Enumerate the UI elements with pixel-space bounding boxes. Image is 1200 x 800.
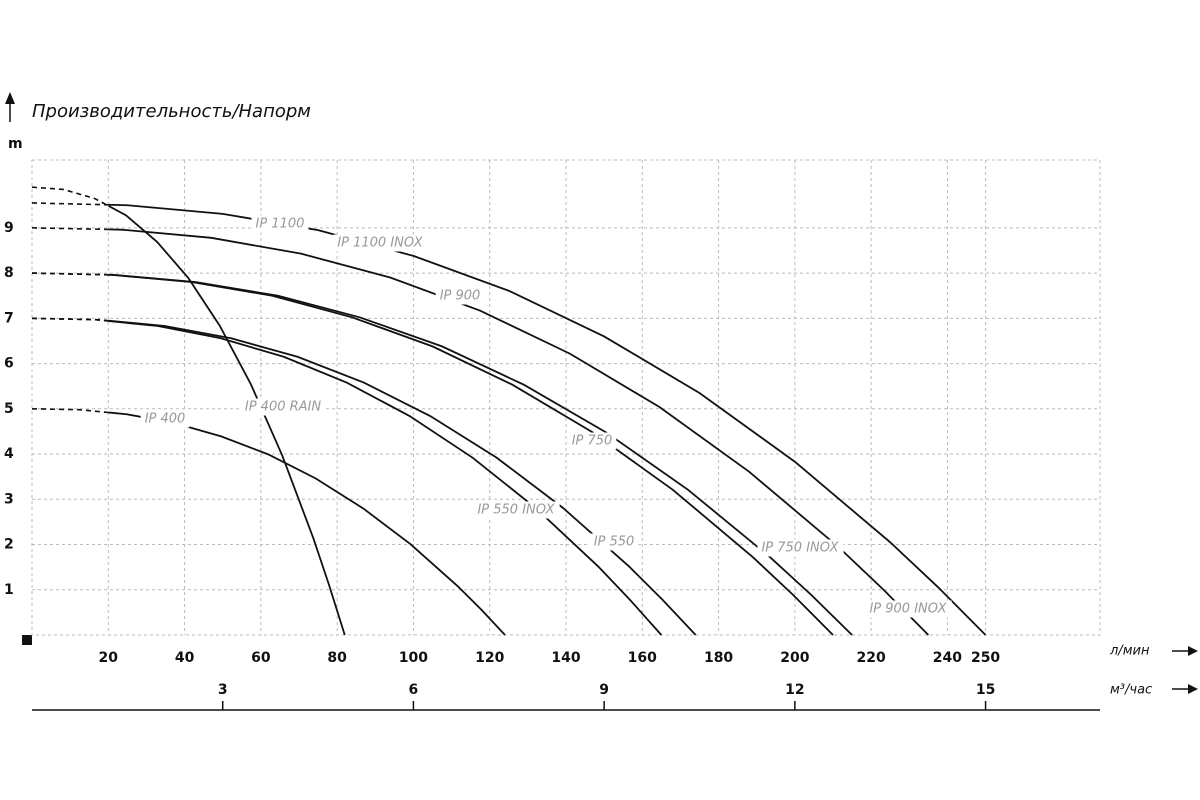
y-tick-label: 3 (4, 491, 14, 507)
series-line-dashed (31, 186, 109, 207)
series-line (108, 319, 697, 636)
series-line (108, 204, 346, 636)
y-tick-label: 4 (4, 446, 14, 462)
y-tick-label: 6 (4, 356, 14, 372)
y-tick-label: 1 (4, 582, 14, 598)
series-line-dashed (31, 408, 109, 414)
label-background (435, 287, 485, 305)
series-line (108, 203, 987, 636)
label-background (251, 215, 309, 233)
label-background (589, 533, 639, 551)
annotation: IP 900 INOX (869, 602, 947, 617)
x-tick-label: 100 (399, 650, 428, 666)
series-label: IP 1100 (256, 217, 305, 232)
series-label: IP 750 INOX (761, 541, 839, 556)
series-label: IP 400 RAIN (245, 400, 322, 415)
y-tick-label: 7 (4, 310, 14, 326)
origin-marker (22, 635, 32, 645)
x2-tick-label: 6 (409, 682, 419, 698)
y-tick-label: 2 (4, 537, 14, 553)
x-tick-label: 240 (933, 650, 962, 666)
label-background (567, 432, 617, 450)
series-label: IP 550 (594, 535, 635, 550)
series-label: IP 400 (145, 412, 186, 427)
chart-title: Производительность/Напорм (32, 101, 311, 122)
label-background (140, 410, 190, 428)
label-background (333, 234, 428, 252)
annotation: IP 900 (440, 289, 481, 304)
x-axis-label: л/мин (1109, 644, 1150, 659)
series-line (108, 228, 929, 636)
series-line (108, 320, 663, 636)
label-background (473, 501, 560, 519)
x-tick-label: 80 (327, 650, 347, 666)
x-tick-label: 250 (971, 650, 1000, 666)
series-label: IP 750 (572, 434, 613, 449)
x-tick-label: 140 (551, 650, 580, 666)
x-tick-label: 180 (704, 650, 733, 666)
x2-tick-label: 15 (976, 682, 995, 698)
y-tick-label: 8 (4, 265, 14, 281)
label-background (240, 398, 326, 416)
x2-axis-arrowhead (1188, 684, 1198, 694)
x-tick-label: 220 (857, 650, 886, 666)
series-line (108, 273, 834, 636)
x2-axis-label: м³/час (1110, 683, 1152, 698)
x2-tick-label: 3 (218, 682, 228, 698)
series-line (108, 411, 506, 636)
series-label: IP 550 INOX (477, 503, 555, 518)
x-tick-label: 120 (475, 650, 504, 666)
series-label: IP 1100 INOX (337, 236, 423, 251)
x-tick-label: 40 (175, 650, 195, 666)
label-background (757, 539, 844, 557)
y-axis-arrowhead (5, 92, 15, 104)
x-tick-label: 200 (780, 650, 809, 666)
x-tick-label: 160 (628, 650, 657, 666)
series-line-dashed (31, 317, 109, 322)
y-tick-label: 9 (4, 220, 14, 236)
x2-tick-label: 9 (599, 682, 609, 698)
x-tick-label: 60 (251, 650, 271, 666)
series-line-dashed (31, 317, 109, 322)
x-tick-label: 20 (99, 650, 119, 666)
y-axis-label: m (8, 136, 23, 152)
x2-tick-label: 12 (785, 682, 804, 698)
y-tick-label: 5 (4, 401, 14, 417)
x-axis-arrowhead (1188, 646, 1198, 656)
label-background (865, 600, 952, 618)
